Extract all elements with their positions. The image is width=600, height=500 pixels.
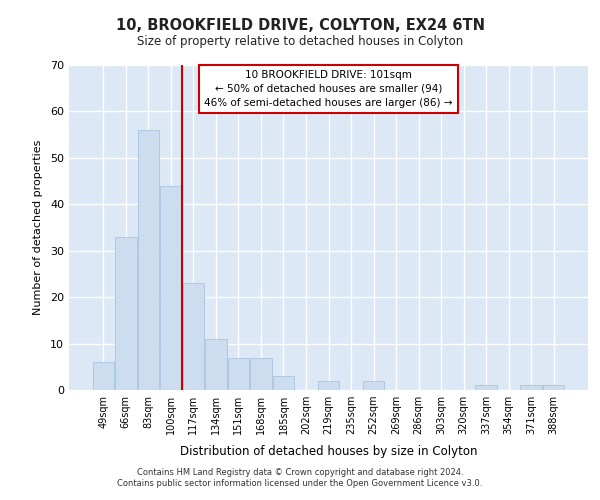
Text: 10, BROOKFIELD DRIVE, COLYTON, EX24 6TN: 10, BROOKFIELD DRIVE, COLYTON, EX24 6TN <box>115 18 485 32</box>
X-axis label: Distribution of detached houses by size in Colyton: Distribution of detached houses by size … <box>180 446 477 458</box>
Y-axis label: Number of detached properties: Number of detached properties <box>33 140 43 315</box>
Text: 10 BROOKFIELD DRIVE: 101sqm
← 50% of detached houses are smaller (94)
46% of sem: 10 BROOKFIELD DRIVE: 101sqm ← 50% of det… <box>204 70 453 108</box>
Bar <box>228 358 249 390</box>
Bar <box>115 237 137 390</box>
Text: Contains HM Land Registry data © Crown copyright and database right 2024.
Contai: Contains HM Land Registry data © Crown c… <box>118 468 482 487</box>
Bar <box>475 386 497 390</box>
Bar <box>182 283 204 390</box>
Bar <box>92 362 114 390</box>
Text: Size of property relative to detached houses in Colyton: Size of property relative to detached ho… <box>137 35 463 48</box>
Bar <box>160 186 182 390</box>
Bar <box>318 380 339 390</box>
Bar <box>137 130 159 390</box>
Bar <box>273 376 294 390</box>
Bar <box>520 386 542 390</box>
Bar <box>363 380 384 390</box>
Bar <box>543 386 565 390</box>
Bar <box>205 339 227 390</box>
Bar <box>250 358 272 390</box>
